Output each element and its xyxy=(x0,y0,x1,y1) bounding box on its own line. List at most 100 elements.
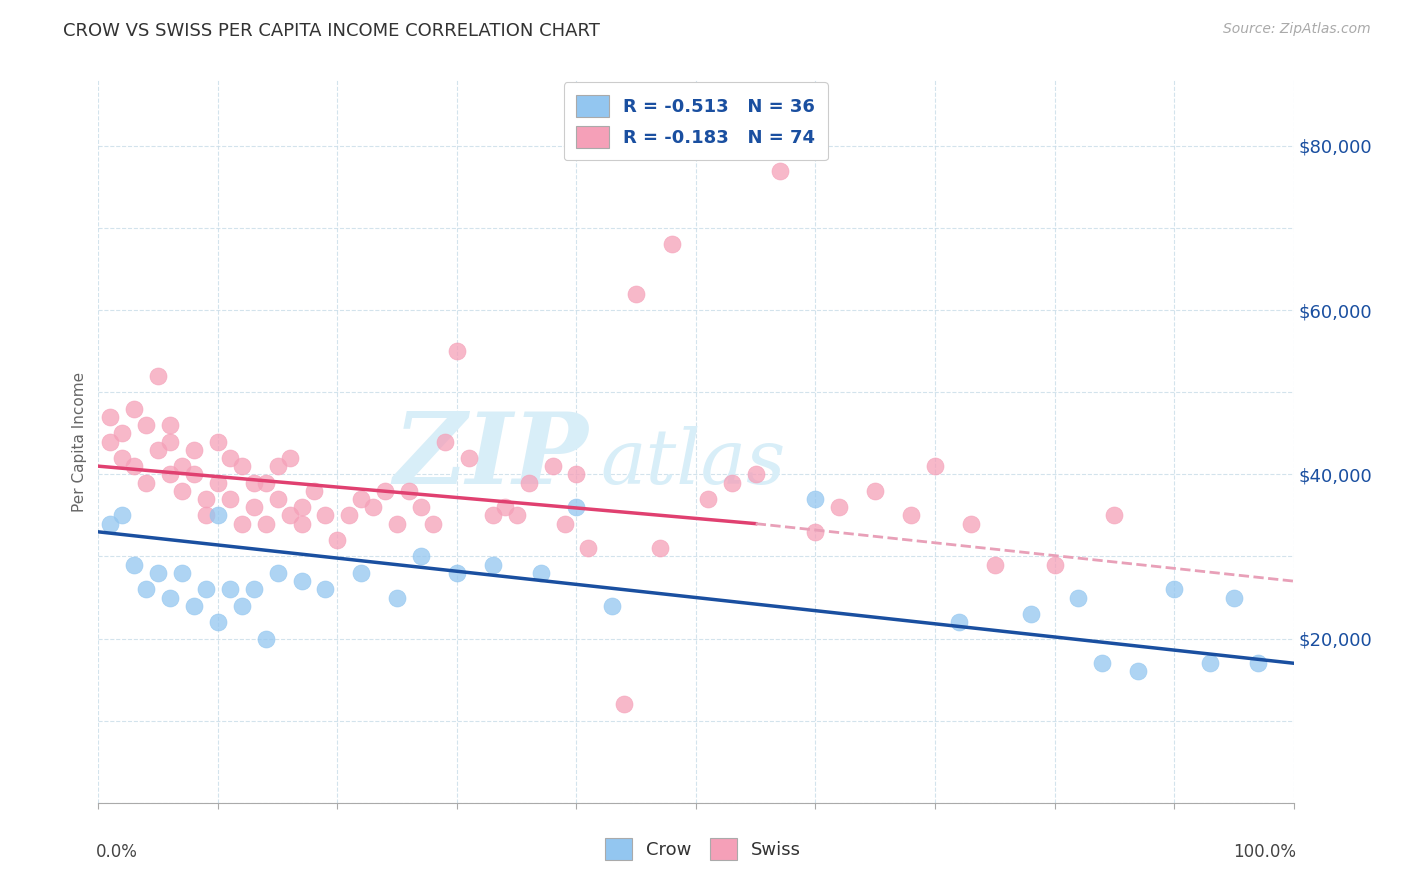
Point xyxy=(1128,665,1150,679)
Text: 0.0%: 0.0% xyxy=(96,843,138,861)
Point xyxy=(219,450,242,465)
Point xyxy=(1223,591,1246,605)
Point xyxy=(183,599,205,613)
Legend: R = -0.513   N = 36, R = -0.183   N = 74: R = -0.513 N = 36, R = -0.183 N = 74 xyxy=(564,82,828,161)
Point xyxy=(231,599,253,613)
Point xyxy=(135,418,157,433)
Point xyxy=(374,483,396,498)
Point xyxy=(350,566,373,580)
Point xyxy=(195,491,218,506)
Point xyxy=(243,500,266,515)
Point xyxy=(207,475,229,490)
Point xyxy=(661,237,683,252)
Point xyxy=(422,516,444,531)
Text: atlas: atlas xyxy=(600,426,786,500)
Text: CROW VS SWISS PER CAPITA INCOME CORRELATION CHART: CROW VS SWISS PER CAPITA INCOME CORRELAT… xyxy=(63,22,600,40)
Point xyxy=(291,516,314,531)
Point xyxy=(411,500,433,515)
Point xyxy=(219,491,242,506)
Point xyxy=(339,508,361,523)
Point xyxy=(697,491,720,506)
Point xyxy=(385,591,409,605)
Point xyxy=(385,516,409,531)
Point xyxy=(1247,657,1270,671)
Point xyxy=(1019,607,1042,621)
Point xyxy=(267,566,290,580)
Point xyxy=(291,574,314,588)
Point xyxy=(159,591,181,605)
Point xyxy=(494,500,516,515)
Point xyxy=(411,549,433,564)
Point xyxy=(960,516,983,531)
Point xyxy=(900,508,922,523)
Point xyxy=(254,516,277,531)
Point xyxy=(865,483,887,498)
Point xyxy=(159,418,181,433)
Point xyxy=(124,459,146,474)
Point xyxy=(183,467,205,482)
Point xyxy=(148,566,170,580)
Point xyxy=(530,566,553,580)
Point xyxy=(195,582,218,597)
Point xyxy=(768,163,790,178)
Point xyxy=(1043,558,1066,572)
Point xyxy=(254,475,277,490)
Point xyxy=(350,491,373,506)
Point xyxy=(98,516,122,531)
Point xyxy=(183,442,205,457)
Point xyxy=(207,508,229,523)
Point xyxy=(98,434,122,449)
Point xyxy=(159,434,181,449)
Point xyxy=(745,467,768,482)
Point xyxy=(267,491,290,506)
Point xyxy=(554,516,576,531)
Point xyxy=(541,459,564,474)
Point xyxy=(804,524,827,539)
Point xyxy=(565,467,588,482)
Point xyxy=(172,566,194,580)
Point xyxy=(195,508,218,523)
Point xyxy=(434,434,457,449)
Point xyxy=(172,459,194,474)
Point xyxy=(984,558,1007,572)
Point xyxy=(172,483,194,498)
Point xyxy=(124,558,146,572)
Point xyxy=(148,368,170,383)
Point xyxy=(1163,582,1185,597)
Point xyxy=(578,541,600,556)
Text: 100.0%: 100.0% xyxy=(1233,843,1296,861)
Point xyxy=(278,508,301,523)
Point xyxy=(243,475,266,490)
Point xyxy=(363,500,385,515)
Point xyxy=(315,508,337,523)
Point xyxy=(517,475,540,490)
Point xyxy=(602,599,624,613)
Point xyxy=(446,344,468,359)
Point xyxy=(278,450,301,465)
Point xyxy=(135,475,157,490)
Point xyxy=(243,582,266,597)
Point xyxy=(135,582,157,597)
Point xyxy=(1199,657,1222,671)
Point xyxy=(315,582,337,597)
Point xyxy=(1067,591,1090,605)
Point xyxy=(458,450,481,465)
Point xyxy=(254,632,277,646)
Point xyxy=(111,508,134,523)
Point xyxy=(481,508,505,523)
Point xyxy=(98,409,122,424)
Point xyxy=(565,500,588,515)
Point xyxy=(231,516,253,531)
Point xyxy=(506,508,529,523)
Point xyxy=(302,483,325,498)
Point xyxy=(124,401,146,416)
Point xyxy=(1104,508,1126,523)
Point xyxy=(804,491,827,506)
Point xyxy=(231,459,253,474)
Point xyxy=(446,566,468,580)
Point xyxy=(267,459,290,474)
Legend: Crow, Swiss: Crow, Swiss xyxy=(598,830,808,867)
Text: ZIP: ZIP xyxy=(394,408,589,504)
Point xyxy=(924,459,946,474)
Point xyxy=(207,615,229,630)
